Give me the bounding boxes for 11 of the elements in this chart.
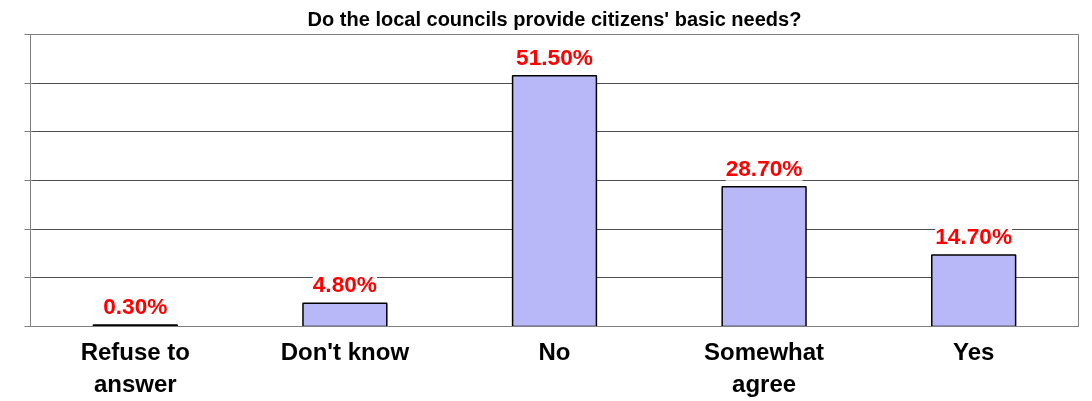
x-tick-label: Refuse to answer	[80, 337, 190, 397]
data-label: 14.70%	[935, 222, 1013, 249]
x-tick-label: Don't know	[280, 337, 410, 365]
x-tick-label: No	[538, 337, 571, 365]
data-label: 28.70%	[725, 154, 803, 181]
x-tick-label: Yes	[953, 337, 995, 365]
x-tick-label: Somewhat agree	[704, 337, 825, 397]
data-label: 51.50%	[516, 43, 593, 70]
chart-title: Do the local councils provide citizens' basic needs?	[307, 7, 802, 30]
data-label: 4.80%	[312, 271, 378, 298]
data-label: 0.30%	[103, 293, 168, 320]
